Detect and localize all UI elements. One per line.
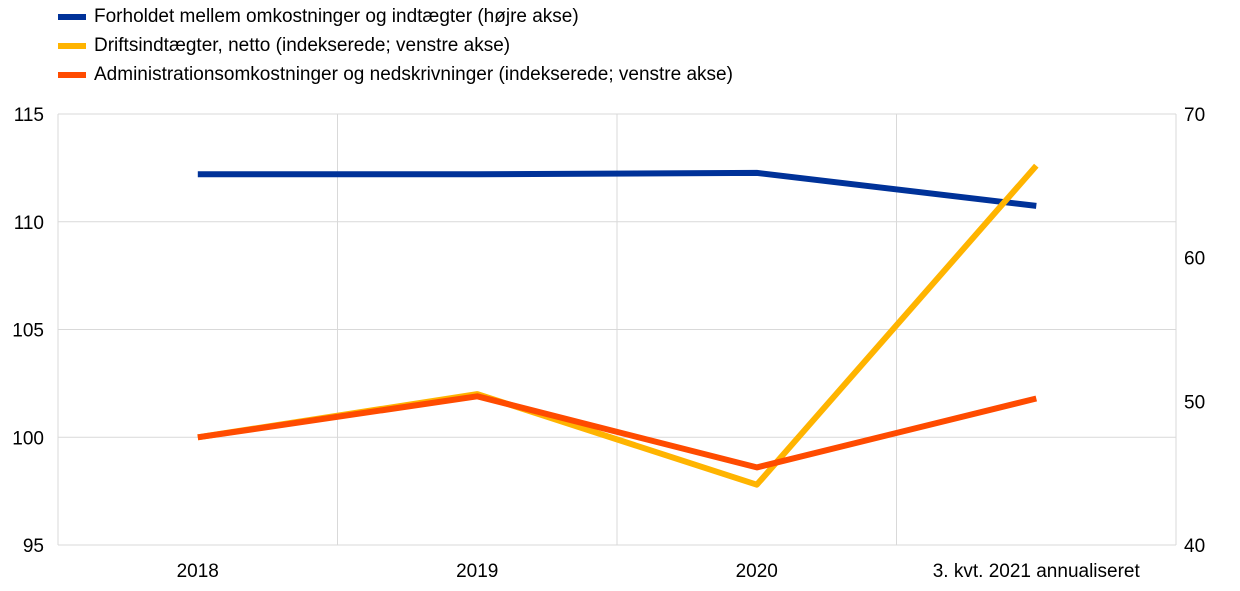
left-axis-tick-label: 115: [14, 105, 44, 126]
right-axis-tick-label: 50: [1184, 392, 1205, 413]
legend: Forholdet mellem omkostninger og indtægt…: [58, 2, 733, 89]
legend-item-operating-income: Driftsindtægter, netto (indekserede; ven…: [58, 31, 733, 60]
legend-item-cost-income-ratio: Forholdet mellem omkostninger og indtægt…: [58, 2, 733, 31]
x-axis-tick-label: 3. kvt. 2021 annualiseret: [933, 561, 1141, 582]
legend-label: Driftsindtægter, netto (indekserede; ven…: [94, 34, 511, 56]
legend-swatch: [58, 71, 86, 78]
right-axis-tick-label: 60: [1184, 249, 1205, 270]
legend-swatch: [58, 42, 86, 49]
x-axis-tick-label: 2018: [177, 561, 219, 582]
left-axis-tick-label: 110: [14, 213, 44, 234]
right-axis-tick-label: 70: [1184, 105, 1205, 126]
series-line-0: [197, 169, 1037, 209]
right-axis-tick-label: 40: [1184, 536, 1205, 557]
series-line-2: [197, 393, 1038, 471]
left-axis-tick-label: 95: [23, 536, 44, 557]
x-axis-tick-label: 2020: [736, 561, 778, 582]
x-axis-tick-label: 2019: [456, 561, 498, 582]
legend-label: Administrationsomkostninger og nedskrivn…: [94, 63, 733, 85]
left-axis-tick-label: 100: [12, 428, 44, 449]
left-axis-tick-label: 105: [12, 321, 44, 342]
legend-item-admin-costs: Administrationsomkostninger og nedskrivn…: [58, 60, 733, 89]
legend-swatch: [58, 13, 86, 20]
legend-label: Forholdet mellem omkostninger og indtægt…: [94, 5, 579, 27]
